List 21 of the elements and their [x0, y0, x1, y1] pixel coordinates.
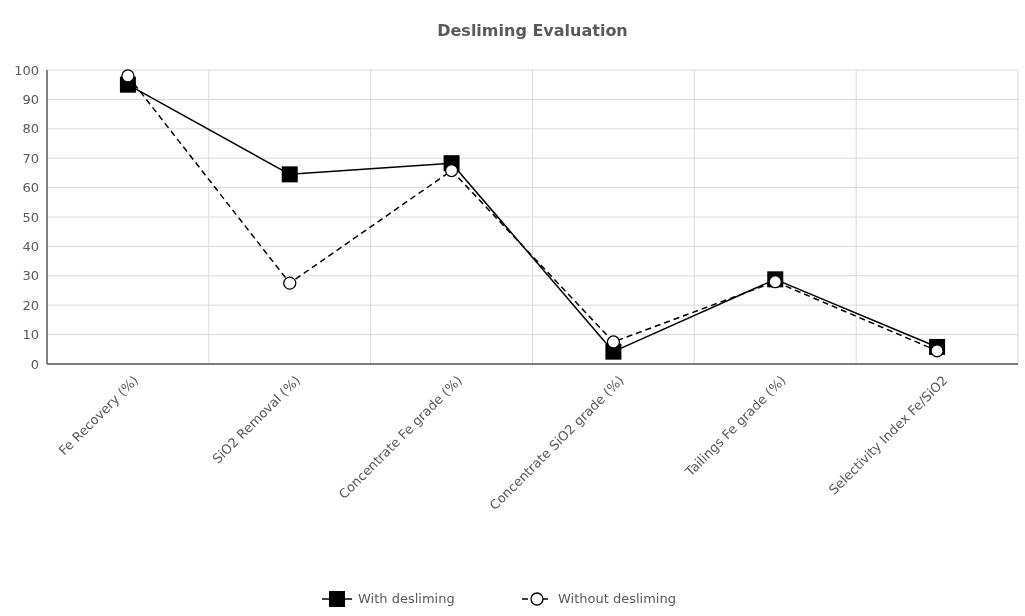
y-tick-label: 20: [22, 297, 39, 313]
legend-label: With desliming: [358, 591, 455, 606]
point: [606, 335, 621, 349]
point: [121, 69, 135, 83]
point: [283, 276, 297, 290]
y-tick-label: 30: [22, 268, 39, 284]
chart-title: Desliming Evaluation: [437, 21, 628, 40]
y-tick-label: 40: [22, 238, 39, 254]
legend-label: Without desliming: [558, 591, 676, 606]
point: [768, 275, 782, 289]
y-tick-label: 50: [22, 209, 39, 225]
y-tick-label: 100: [14, 62, 39, 78]
y-tick-label: 60: [22, 180, 39, 196]
y-tick-label: 70: [22, 150, 39, 166]
point: [930, 344, 944, 358]
point: [281, 166, 298, 183]
y-tick-label: 90: [22, 91, 39, 107]
y-tick-label: 80: [22, 121, 39, 137]
y-tick-label: 0: [30, 356, 39, 372]
y-tick-label: 10: [22, 327, 39, 343]
point: [444, 163, 459, 178]
